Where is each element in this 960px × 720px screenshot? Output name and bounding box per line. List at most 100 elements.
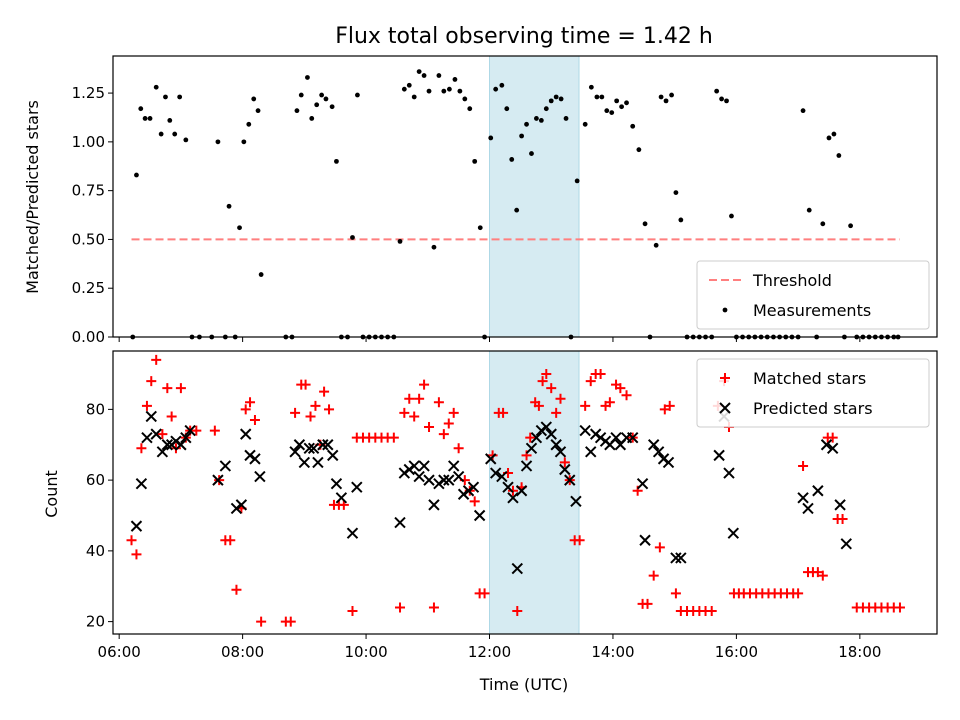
matched-point	[305, 411, 316, 422]
matched-point	[404, 393, 415, 404]
matched-point	[414, 393, 425, 404]
matched-point	[324, 404, 335, 415]
predicted-point	[840, 538, 852, 550]
predicted-point	[150, 428, 162, 440]
matched-point	[555, 393, 566, 404]
predicted-point	[834, 499, 846, 511]
measurement-point	[251, 96, 257, 102]
legend-predicted-swatch	[719, 402, 731, 414]
x-tick-label: 16:00	[715, 643, 758, 661]
top-ylabel: Matched/Predicted stars	[23, 100, 42, 294]
measurement-point	[582, 121, 588, 127]
predicted-point	[413, 470, 425, 483]
axes-frame	[112, 350, 938, 635]
measurement-point	[609, 110, 615, 115]
measurement-point	[826, 135, 832, 141]
predicted-point	[335, 492, 348, 504]
measurement-point	[237, 225, 242, 231]
matched-point	[793, 588, 804, 599]
measurement-point	[614, 98, 620, 104]
measurement-point	[604, 108, 610, 114]
matched-point	[621, 390, 632, 401]
measurement-point	[172, 131, 178, 137]
measurement-point	[836, 153, 842, 158]
measurement-point	[309, 116, 315, 121]
measurement-point	[514, 207, 520, 213]
measurement-point	[806, 207, 812, 213]
predicted-point	[530, 431, 543, 444]
predicted-point	[219, 460, 232, 472]
measurement-point	[446, 86, 452, 92]
predicted-point	[330, 477, 343, 490]
measurement-point	[183, 137, 189, 143]
predicted-point	[662, 456, 675, 469]
predicted-point	[467, 481, 480, 493]
highlight-span	[489, 351, 580, 634]
measurement-point	[163, 94, 168, 100]
predicted-point	[394, 516, 406, 529]
x-tick-label: 10:00	[344, 643, 387, 661]
predicted-point	[473, 509, 486, 522]
matched-point	[285, 616, 296, 627]
predicted-point	[515, 485, 528, 497]
predicted-point	[212, 474, 224, 486]
predicted-point	[289, 446, 301, 458]
measurement-point	[177, 94, 183, 100]
matched-point	[894, 602, 905, 613]
measurement-point	[729, 213, 734, 219]
predicted-point	[351, 481, 363, 493]
measurement-point	[246, 121, 252, 127]
y-tick-label: 0.00	[72, 328, 105, 346]
matched-point	[245, 397, 256, 408]
y-tick-label: 80	[86, 400, 105, 418]
predicted-point	[564, 474, 576, 486]
matched-point	[399, 407, 410, 418]
predicted-point	[585, 446, 597, 458]
matched-point	[479, 588, 490, 599]
figure-title: Flux total observing time = 1.42 h	[335, 24, 713, 49]
predicted-point	[312, 456, 324, 469]
predicted-point	[511, 562, 523, 575]
matched-point	[448, 407, 459, 418]
matched-point	[670, 588, 681, 599]
predicted-point	[249, 453, 261, 465]
measurement-point	[350, 235, 355, 240]
matched-point	[574, 535, 585, 546]
measurement-point	[401, 86, 407, 92]
measurement-point	[147, 116, 153, 121]
predicted-point	[303, 442, 315, 454]
measurement-point	[323, 96, 329, 102]
legend: Threshold Measurements	[696, 260, 930, 330]
measurement-point	[436, 73, 442, 78]
matched-point	[141, 400, 152, 411]
legend-box	[696, 358, 930, 428]
legend-label: Predicted stars	[753, 399, 873, 418]
measurement-point	[504, 106, 510, 112]
predicted-point	[525, 442, 538, 454]
x-tick-label: 14:00	[591, 643, 634, 661]
measurement-point	[678, 217, 684, 223]
measurement-point	[421, 73, 427, 78]
matched-point	[827, 432, 838, 443]
predicted-point	[307, 442, 320, 454]
measurement-point	[226, 203, 232, 209]
measurement-point	[553, 94, 559, 100]
measurement-point	[467, 106, 473, 112]
matched-point	[151, 354, 162, 365]
bottom-ylabel: Count	[42, 470, 61, 518]
predicted-point	[727, 527, 740, 539]
series-measurements	[130, 69, 901, 340]
matched-point	[166, 411, 177, 422]
measurement-point	[462, 96, 468, 102]
predicted-point	[443, 474, 455, 486]
matched-point	[249, 414, 260, 425]
predicted-point	[418, 460, 430, 472]
measurement-point	[630, 123, 636, 129]
x-tick-label: 06:00	[98, 643, 141, 661]
x-tick-label: 12:00	[468, 643, 511, 661]
matched-point	[126, 535, 137, 546]
matched-point	[469, 496, 480, 507]
matched-point	[551, 407, 562, 418]
predicted-point	[713, 449, 725, 462]
matched-point	[419, 379, 430, 390]
